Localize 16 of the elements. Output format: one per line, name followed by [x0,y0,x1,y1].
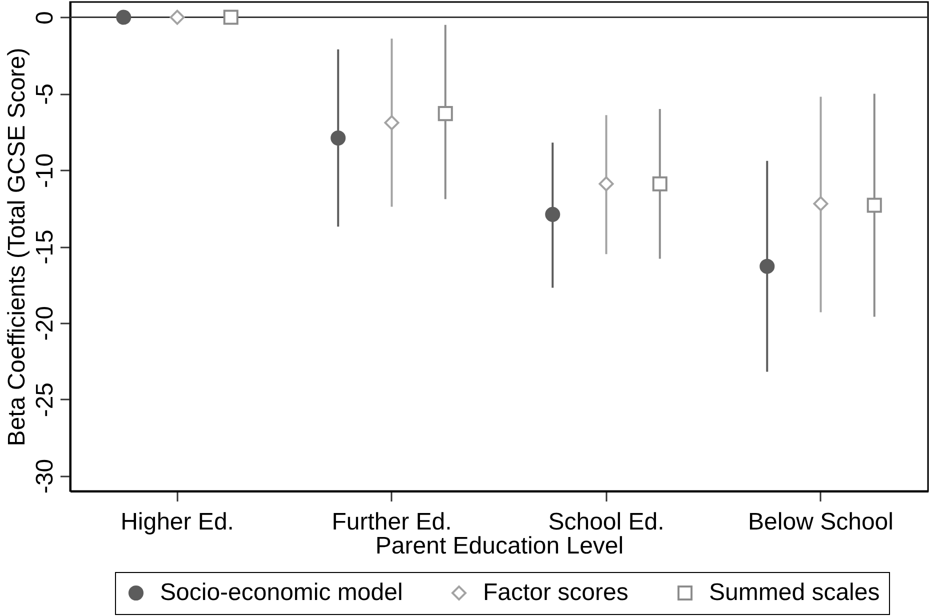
y-tick-label: 0 [32,11,58,24]
x-tick-label: School Ed. [548,508,664,536]
legend-label: Socio-economic model [160,579,403,606]
y-tick-label: -25 [32,382,58,418]
y-tick-label: -5 [32,84,58,105]
legend-label: Factor scores [483,579,628,606]
y-tick-label: -10 [32,153,58,188]
y-tick-label: -20 [32,306,58,341]
x-tick-label: Below School [748,508,894,536]
y-tick-label: -30 [32,458,58,494]
legend-label: Summed scales [709,579,880,606]
y-tick-label: -15 [32,230,58,264]
x-axis-title: Parent Education Level [375,532,624,560]
x-tick-label: Further Ed. [332,508,452,536]
x-tick-label: Higher Ed. [120,508,234,536]
y-axis-title: Beta Coefficients (Total GCSE Score) [4,48,30,446]
